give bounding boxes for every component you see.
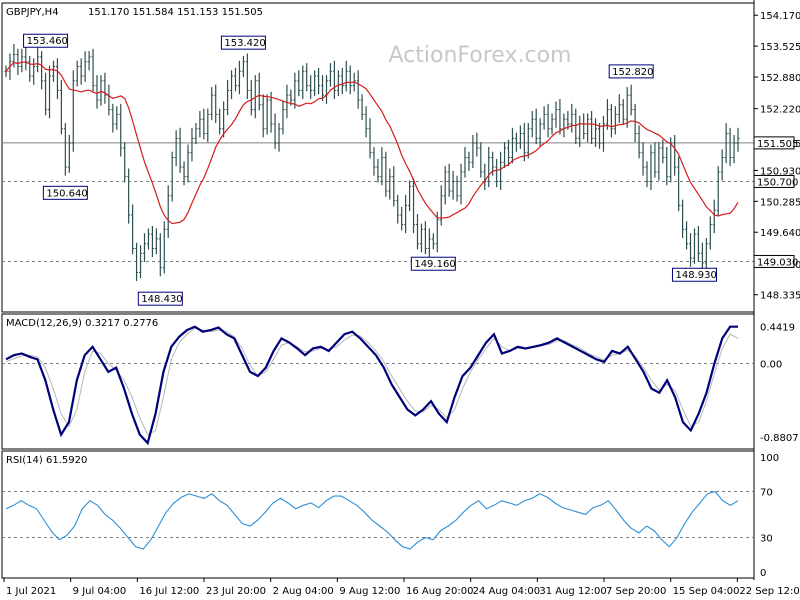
pane-frames: [1, 0, 755, 580]
price-annotation-box: [220, 35, 266, 50]
rsi-y-tick-label: 100: [760, 453, 779, 464]
price-y-tick-label: 152.880: [760, 73, 800, 84]
price-hline-label-box: [753, 136, 795, 150]
price-y-tick-label: 153.525: [760, 42, 800, 53]
macd-y-tick-label: 0.4419: [760, 323, 795, 334]
price-y-tick-label: 150.285: [760, 197, 800, 208]
macd-y-tick-label: 0.00: [760, 360, 782, 371]
rsi-y-tick-label: 30: [760, 534, 773, 545]
price-hline-label-box: [753, 254, 795, 268]
price-annotation-label: 148.930: [675, 270, 716, 281]
price-hline-label: 151.505: [757, 139, 798, 150]
rsi-pane: RSI(14) 61.5920 100 70 30 0: [2, 453, 779, 579]
price-hline-label-box: [753, 174, 795, 188]
time-tick-label: 24 Aug 04:00: [473, 586, 540, 597]
time-tick-label: 9 Aug 12:00: [339, 586, 400, 597]
price-annotation-label: 153.460: [27, 36, 68, 47]
watermark: ActionForex.com: [389, 43, 572, 68]
price-annotation-box: [137, 291, 183, 306]
macd-line: [5, 325, 738, 446]
pane-frame-macd: [1, 313, 755, 450]
time-tick-label: 16 Jul 12:00: [139, 586, 199, 597]
moving-average-line: [5, 61, 739, 225]
time-tick-label: 9 Jul 04:00: [73, 586, 127, 597]
price-annotation-box: [671, 267, 717, 282]
price-hline-label: 150.700: [757, 177, 798, 188]
chart-header-ohlc: 151.170 151.584 151.153 151.505: [88, 7, 263, 18]
price-y-tick-label: 148.335: [760, 291, 800, 302]
time-tick-label: 1 Jul 2021: [6, 586, 56, 597]
price-annotation-label: 148.430: [141, 294, 182, 305]
rsi-line: [5, 490, 739, 550]
rsi-title: RSI(14) 61.5920: [6, 455, 87, 466]
price-annotation-label: 149.160: [414, 259, 455, 270]
price-y-tick-label: 152.220: [760, 105, 800, 116]
time-tick-label: 23 Jul 20:00: [206, 586, 266, 597]
price-pane: 154.170 153.525 152.880 152.220 151.505 150.9…: [2, 11, 800, 306]
price-annotation-label: 153.420: [224, 38, 265, 49]
ohlc-bars: [4, 43, 740, 282]
time-tick-label: 31 Aug 12:00: [539, 586, 606, 597]
macd-pane: MACD(12,26,9) 0.3217 0.2776 0.4419 0.00 -0.…: [2, 318, 799, 446]
price-y-tick-label: 149.640: [760, 228, 800, 239]
pane-frame-price: [1, 2, 755, 313]
time-tick-label: 7 Sep 20:00: [606, 586, 666, 597]
price-annotation-label: 150.640: [46, 188, 87, 199]
rsi-y-tick-label: 0: [760, 568, 766, 579]
price-y-tick-label: 150.930: [760, 166, 800, 177]
price-annotation-box: [42, 185, 88, 200]
pane-frame-rsi: [1, 450, 755, 579]
price-y-tick-label: 154.170: [760, 11, 800, 22]
price-annotation-label: 152.820: [612, 67, 653, 78]
time-tick-label: 22 Sep 12:00: [739, 586, 800, 597]
time-tick-label: 15 Sep 04:00: [673, 586, 740, 597]
time-tick-label: 16 Aug 20:00: [406, 586, 473, 597]
chart-header-symbol: GBPJPY,H4: [6, 7, 59, 18]
rsi-y-tick-label: 70: [760, 488, 773, 499]
macd-title: MACD(12,26,9) 0.3217 0.2776: [6, 318, 158, 329]
price-annotation-box: [410, 256, 456, 271]
price-annotation-box: [608, 64, 654, 79]
time-axis: 1 Jul 2021 9 Jul 04:00 16 Jul 12:00 23 Jul …: [3, 578, 800, 597]
macd-signal-line: [5, 327, 739, 436]
macd-y-tick-label: -0.8807: [760, 433, 799, 444]
time-tick-label: 2 Aug 04:00: [273, 586, 334, 597]
price-annotation-box: [23, 33, 69, 48]
price-hline-label: 149.030: [757, 257, 798, 268]
